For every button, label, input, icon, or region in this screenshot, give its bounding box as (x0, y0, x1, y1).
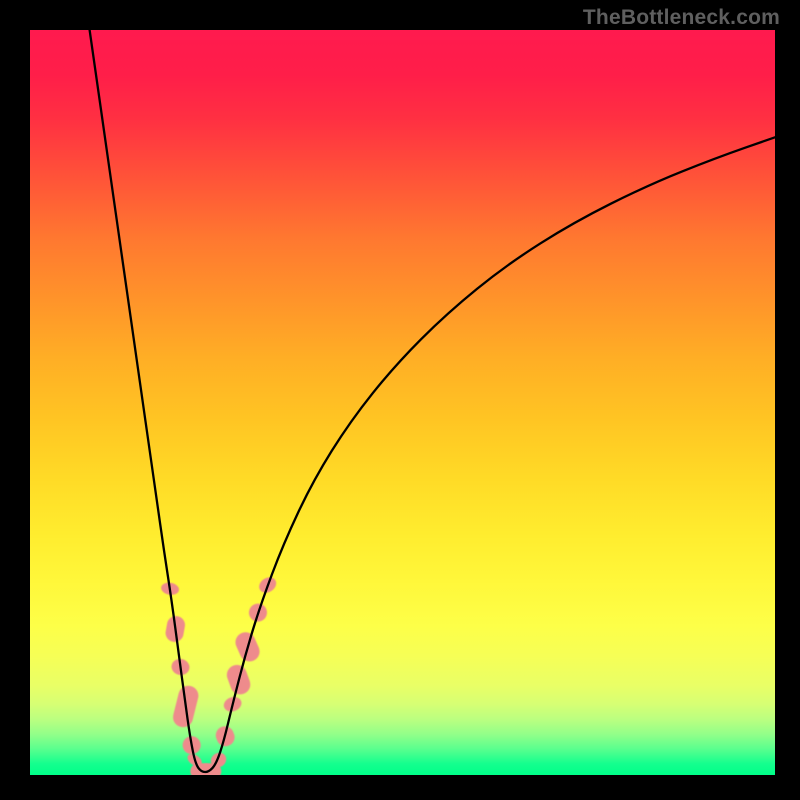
data-marker (185, 751, 204, 768)
plot-svg (30, 30, 775, 775)
v-curve (90, 30, 775, 772)
data-marker (170, 657, 191, 676)
gradient-background (30, 30, 775, 775)
data-markers (160, 574, 279, 775)
data-marker (246, 600, 270, 624)
plot-area (30, 30, 775, 775)
data-marker (160, 581, 180, 596)
chart-container: TheBottleneck.com (0, 0, 800, 800)
data-marker (171, 684, 201, 730)
data-marker (208, 750, 229, 771)
data-marker (213, 724, 237, 749)
data-marker (164, 615, 186, 644)
data-marker (224, 662, 253, 697)
data-marker (232, 629, 262, 665)
data-marker (190, 763, 212, 775)
data-marker (256, 574, 279, 595)
watermark-text: TheBottleneck.com (583, 6, 780, 30)
data-marker (180, 734, 203, 757)
data-marker (199, 763, 221, 775)
data-marker (222, 695, 244, 714)
